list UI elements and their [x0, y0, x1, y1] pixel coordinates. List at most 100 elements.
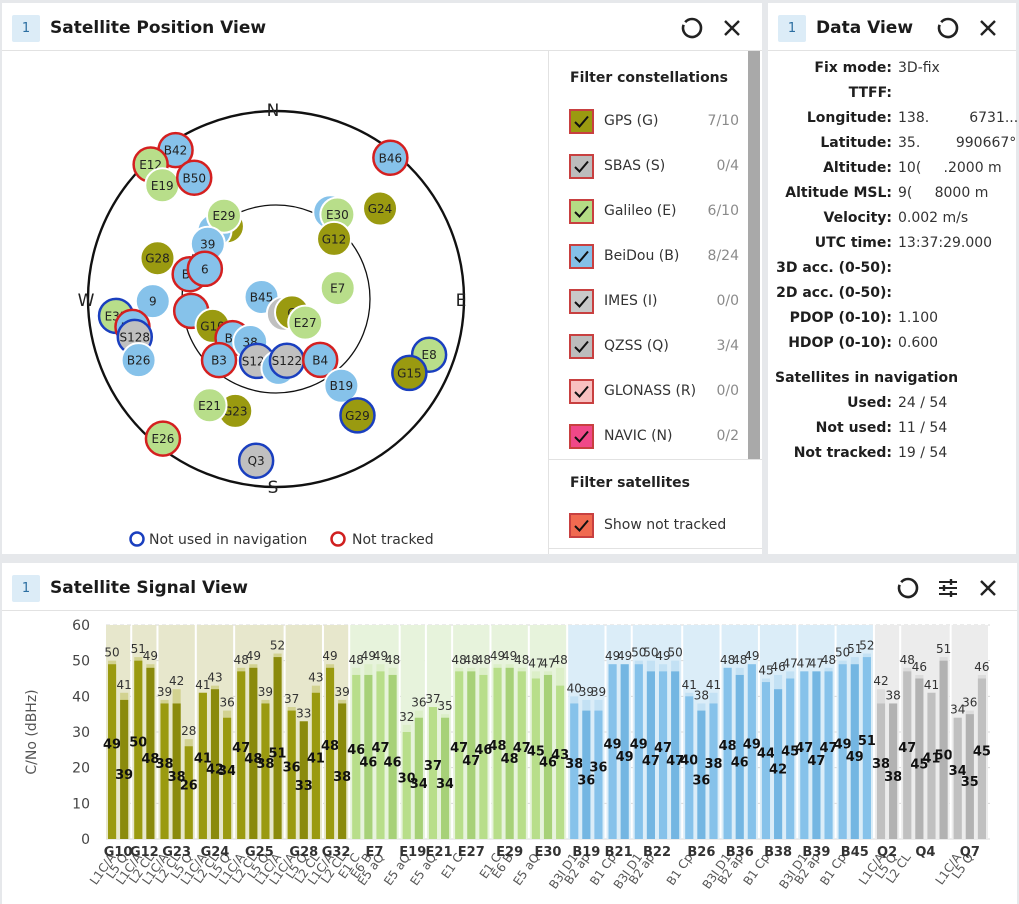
satellite-id-label: E7	[365, 845, 383, 860]
filter-row[interactable]: NAVIC (N) 0/2	[569, 423, 739, 449]
close-icon[interactable]	[976, 576, 1000, 600]
checkbox[interactable]	[569, 289, 594, 314]
checkbox[interactable]	[569, 109, 594, 134]
filter-row[interactable]: GLONASS (R) 0/0	[569, 378, 739, 404]
signal-bar[interactable]: 48 46	[474, 653, 492, 839]
satellite-marker[interactable]: B3	[200, 341, 238, 379]
satellite-marker[interactable]: E7	[319, 270, 356, 307]
value-label: 43	[551, 748, 569, 763]
data-key: Longitude:	[806, 110, 892, 126]
filter-count: 7/10	[707, 113, 739, 129]
satellite-marker[interactable]: G15	[391, 354, 428, 392]
signal-bar[interactable]: 50 47	[666, 646, 684, 839]
signal-bar[interactable]: 49 49	[743, 649, 761, 839]
value-label: 38	[256, 757, 274, 772]
signal-bar[interactable]: 46 45	[973, 660, 991, 839]
satellite-marker[interactable]: G28	[139, 240, 176, 277]
signal-bar[interactable]: 36 34	[410, 696, 428, 839]
satellite-marker[interactable]: 9	[134, 283, 171, 320]
filter-row[interactable]: QZSS (Q) 3/4	[569, 333, 739, 359]
satellite-marker[interactable]: B50	[175, 159, 213, 197]
refresh-icon[interactable]	[680, 16, 704, 40]
y-axis-label: C/No (dBHz)	[24, 689, 40, 774]
signal-bar[interactable]: 49 49	[616, 649, 634, 839]
filter-row[interactable]: IMES (I) 0/0	[569, 288, 739, 314]
refresh-icon[interactable]	[896, 576, 920, 600]
satellite-id-label: B26	[687, 845, 715, 860]
signal-bar[interactable]: 48 47	[820, 653, 838, 839]
satellite-marker[interactable]: E21	[191, 387, 228, 424]
peak-label: 43	[308, 671, 323, 685]
checkbox[interactable]	[569, 199, 594, 224]
signal-bar[interactable]: 35 34	[436, 699, 454, 839]
value-label: 38	[565, 757, 583, 772]
signal-bar[interactable]: 48 47	[513, 653, 531, 839]
satellite-id-label: G28	[289, 845, 318, 860]
peak-label: 42	[169, 674, 184, 688]
filter-show-not-tracked[interactable]: Show not tracked	[569, 512, 739, 538]
close-icon[interactable]	[976, 16, 1000, 40]
satellite-marker[interactable]: E26	[144, 420, 182, 457]
refresh-icon[interactable]	[936, 16, 960, 40]
signal-bar[interactable]: 46 45	[910, 660, 928, 839]
data-key: HDOP (0-10):	[788, 335, 892, 351]
satellite-marker[interactable]: E27	[287, 304, 324, 341]
filter-row[interactable]: BeiDou (B) 8/24	[569, 243, 739, 269]
signal-bar[interactable]: 47 46	[539, 656, 557, 839]
close-icon[interactable]	[720, 16, 744, 40]
value-label: 26	[180, 778, 198, 793]
checkbox[interactable]	[569, 154, 594, 179]
satellite-marker[interactable]: S122	[268, 342, 306, 379]
scrollbar[interactable]	[748, 51, 760, 459]
satellite-marker[interactable]: E29	[205, 197, 242, 234]
satellite-marker[interactable]: E19	[144, 167, 181, 204]
satellite-marker[interactable]: G29	[339, 397, 376, 434]
value-label: 47	[898, 741, 916, 756]
value-label: 47	[666, 754, 684, 769]
signal-bar[interactable]: 39 36	[589, 685, 608, 839]
signal-bar[interactable]: 49 47	[654, 649, 672, 839]
value-label: 34	[436, 777, 454, 792]
value-label: 47	[820, 741, 838, 756]
satellite-marker[interactable]: G24	[362, 190, 399, 227]
satellite-label: G24	[368, 202, 393, 216]
filter-count: 0/0	[716, 293, 739, 309]
filter-count: 8/24	[707, 248, 739, 264]
filter-row[interactable]: Galileo (E) 6/10	[569, 198, 739, 224]
satellite-marker[interactable]: B26	[120, 342, 157, 379]
sliders-icon[interactable]	[936, 576, 960, 600]
checkbox[interactable]	[569, 379, 594, 404]
signal-bar[interactable]: 48 43	[551, 653, 569, 839]
signal-bar[interactable]: 38 36	[692, 688, 710, 839]
checkbox[interactable]	[569, 513, 594, 538]
signal-bar[interactable]: 51 49	[846, 642, 864, 839]
satellite-marker[interactable]: B19	[323, 367, 360, 404]
checkbox[interactable]	[569, 424, 594, 449]
filter-row[interactable]: GPS (G) 7/10	[569, 108, 739, 134]
signal-bar[interactable]: 41 38	[704, 678, 723, 839]
peak-label: 48	[476, 653, 491, 667]
filter-row[interactable]: SBAS (S) 0/4	[569, 153, 739, 179]
peak-label: 50	[668, 646, 683, 660]
satellite-marker[interactable]: Q3	[237, 442, 275, 479]
satellite-marker[interactable]: B46	[372, 139, 409, 177]
signal-bar[interactable]: 46 42	[769, 660, 787, 839]
signal-bar[interactable]: 47 45	[781, 656, 799, 839]
checkbox[interactable]	[569, 244, 594, 269]
satellite-marker[interactable]: B4	[301, 341, 339, 379]
signal-bar[interactable]: 48 47	[462, 653, 480, 839]
signal-bar[interactable]: 52 51	[858, 639, 876, 839]
peak-label: 48	[900, 653, 915, 667]
signal-bar[interactable]: 48 46	[384, 653, 402, 839]
satellite-marker[interactable]: G12	[316, 220, 353, 257]
signal-bar[interactable]: 41 41	[922, 678, 941, 839]
signal-bar[interactable]: 51 50	[935, 642, 953, 839]
satellite-marker[interactable]: 6	[186, 250, 224, 288]
peak-label: 52	[859, 639, 874, 653]
checkbox[interactable]	[569, 334, 594, 359]
value-label: 47	[513, 741, 531, 756]
